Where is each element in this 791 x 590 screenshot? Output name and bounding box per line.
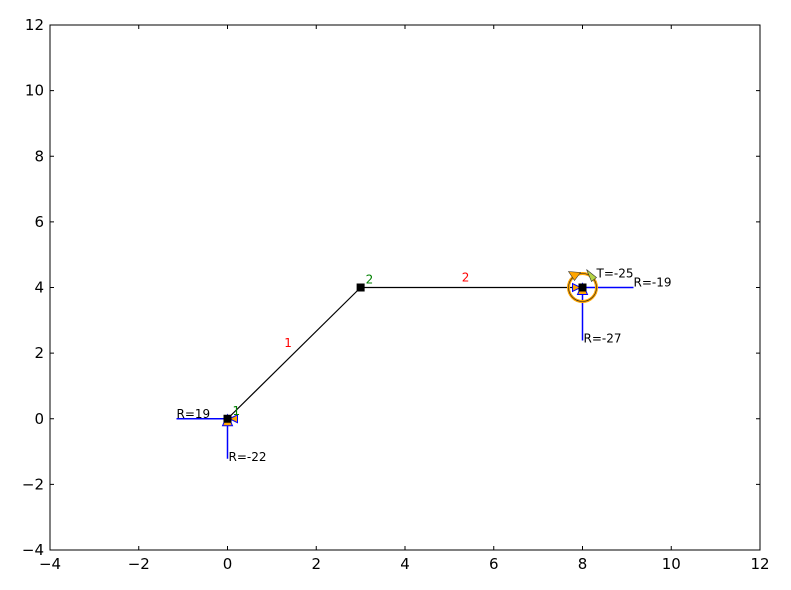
y-tick-label: −4 [22, 541, 44, 559]
x-tick-label: 2 [311, 555, 321, 573]
y-tick-label: 0 [34, 410, 44, 428]
moment-arrowhead-icon [586, 269, 597, 282]
x-tick-label: 8 [578, 555, 588, 573]
nodes [223, 283, 587, 423]
y-tick-label: 6 [34, 213, 44, 231]
y-tick-label: −2 [22, 475, 44, 493]
y-tick-label: 8 [34, 147, 44, 165]
moment-arrowhead-icon [567, 271, 582, 282]
y-tick-label: 12 [25, 16, 44, 34]
y-tick-label: 2 [34, 344, 44, 362]
reaction-label: R=-22 [229, 450, 267, 464]
x-tick-label: 0 [223, 555, 233, 573]
labels: 1 2 R=19 R=-22 R=-19 R=-27 T=-25 2 1 [177, 267, 672, 464]
members [227, 286, 583, 420]
node-marker [356, 283, 365, 292]
node-label: 1 [233, 404, 241, 418]
reaction-label: R=-27 [584, 332, 622, 346]
reaction-label: R=19 [177, 407, 211, 421]
x-tick-label: 12 [750, 555, 769, 573]
member-line [227, 287, 362, 420]
moment-label: T=-25 [596, 267, 634, 281]
x-tick-label: 10 [662, 555, 681, 573]
member-label: 2 [462, 271, 470, 285]
member-label: 1 [284, 336, 292, 350]
x-tick-label: 4 [400, 555, 410, 573]
y-tick-label: 4 [34, 279, 44, 297]
x-tick-label: −4 [39, 555, 61, 573]
node-label: 2 [366, 273, 374, 287]
support-side-triangle-icon [572, 282, 582, 293]
x-tick-label: −2 [128, 555, 150, 573]
node-marker [578, 283, 587, 292]
reaction-label: R=-19 [634, 276, 672, 290]
x-tick-label: 6 [489, 555, 499, 573]
y-tick-label: 10 [25, 82, 44, 100]
support-side-triangle-icon [228, 413, 238, 424]
moment-ring-outline-icon [568, 273, 597, 302]
node-marker [223, 414, 232, 423]
